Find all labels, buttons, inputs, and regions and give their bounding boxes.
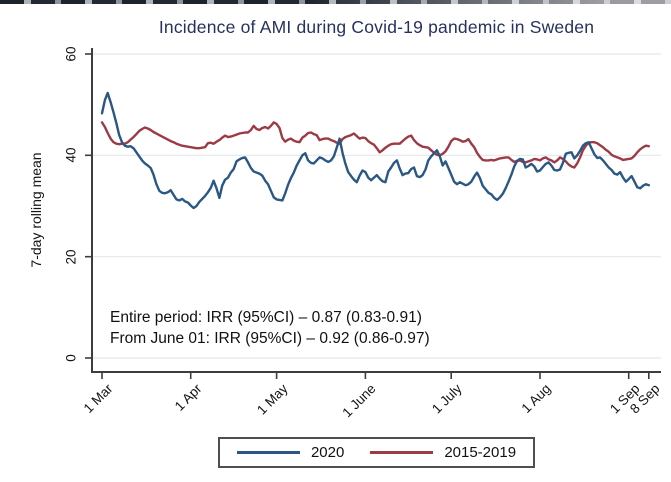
legend-label-2020: 2020 — [310, 444, 345, 461]
annotation-line-1: Entire period: IRR (95%CI) – 0.87 (0.83-… — [110, 309, 422, 326]
top-edge-artifact — [0, 0, 671, 4]
legend-entry-2020: 2020 — [236, 444, 345, 461]
y-tick-label-40: 40 — [63, 147, 79, 163]
legend-label-2015-2019: 2015-2019 — [444, 444, 517, 461]
legend-line-2020 — [236, 451, 300, 454]
legend-entry-2015-2019: 2015-2019 — [370, 444, 516, 461]
chart-title: Incidence of AMI during Covid-19 pandemi… — [158, 17, 595, 37]
y-tick-label-60: 60 — [63, 46, 79, 62]
y-tick-label-0: 0 — [63, 354, 79, 362]
annotation-block: Entire period: IRR (95%CI) – 0.87 (0.83-… — [110, 307, 430, 349]
series-line-2015-2019 — [100, 121, 650, 169]
legend: 2020 2015-2019 — [218, 437, 535, 468]
legend-line-2015-2019 — [370, 451, 434, 454]
series-line-2020 — [100, 91, 650, 210]
y-tick-label-20: 20 — [63, 249, 79, 265]
annotation-line-2: From June 01: IRR (95%CI) – 0.92 (0.86-0… — [110, 330, 430, 347]
